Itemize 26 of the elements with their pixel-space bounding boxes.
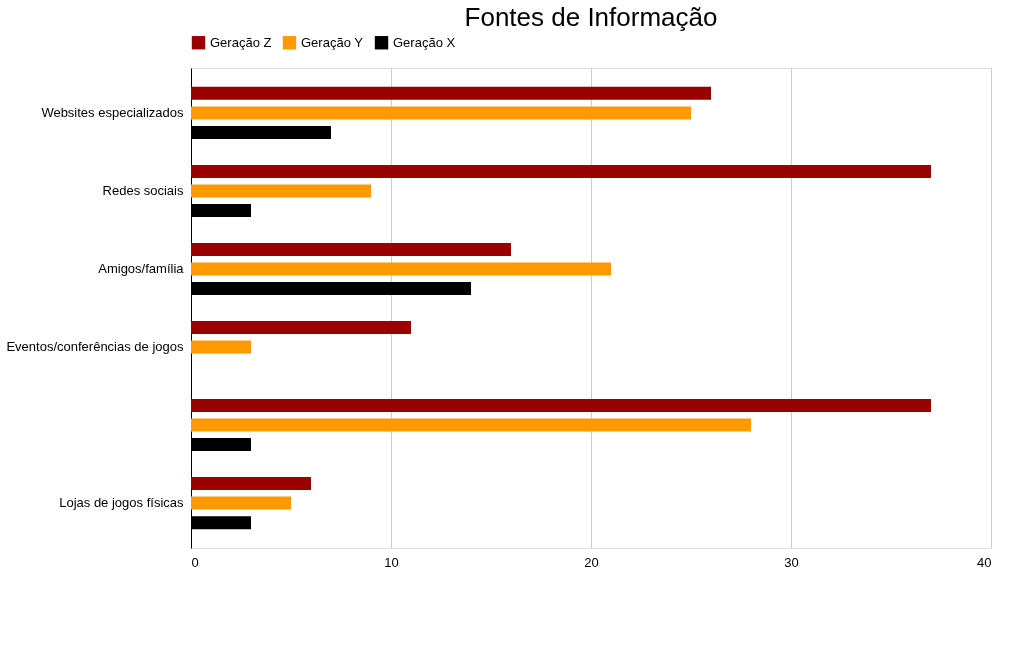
bar bbox=[191, 184, 371, 198]
bar bbox=[191, 399, 931, 413]
bar bbox=[191, 340, 251, 354]
chart-title: Fontes de Informação bbox=[464, 2, 718, 32]
bar bbox=[191, 418, 751, 432]
y-tick-label: Websites especializados bbox=[41, 104, 184, 120]
y-tick-label: Amigos/família bbox=[98, 260, 185, 276]
y-tick-label: Eventos/conferências de jogos bbox=[6, 339, 184, 355]
bar bbox=[191, 496, 291, 510]
bar bbox=[191, 164, 931, 178]
bar bbox=[191, 477, 311, 491]
legend-label: Geração X bbox=[393, 34, 456, 50]
x-tick-label: 20 bbox=[584, 554, 599, 570]
x-tick-label: 0 bbox=[191, 554, 199, 570]
x-tick-label: 30 bbox=[784, 554, 799, 570]
x-tick-label: 40 bbox=[977, 554, 992, 570]
x-tick-label: 10 bbox=[384, 554, 399, 570]
y-tick-label: Lojas de jogos físicas bbox=[59, 495, 184, 511]
bar bbox=[191, 321, 411, 335]
y-tick-label: Redes sociais bbox=[102, 182, 184, 198]
legend-label: Geração Y bbox=[301, 34, 364, 50]
legend-label: Geração Z bbox=[210, 34, 272, 50]
bar bbox=[191, 242, 511, 256]
bar bbox=[191, 262, 611, 276]
bar bbox=[191, 86, 711, 100]
bar bbox=[191, 106, 691, 120]
